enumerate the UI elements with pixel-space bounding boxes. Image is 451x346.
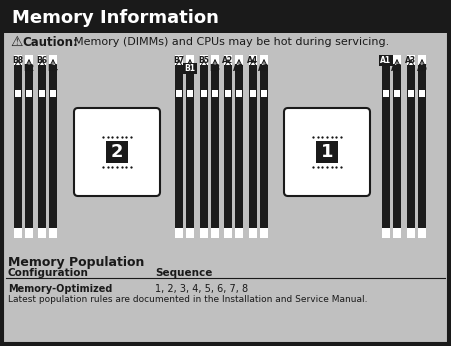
Text: B2: B2 [23,64,34,73]
Bar [49,55,57,65]
Bar [418,228,426,238]
Text: Memory (DIMMs) and CPUs may be hot during servicing.: Memory (DIMMs) and CPUs may be hot durin… [74,37,389,47]
Bar [14,55,22,65]
Bar [25,55,33,65]
Bar [419,90,425,97]
Text: A8: A8 [233,64,244,73]
Bar [38,55,46,65]
Bar [260,55,268,65]
Bar [235,55,243,65]
Bar [187,90,193,97]
Bar [201,90,207,97]
Bar [418,55,426,65]
Bar [250,90,256,97]
Text: B7: B7 [174,56,184,65]
Bar [393,55,401,65]
Bar [49,65,57,228]
Bar [15,90,21,97]
Bar [224,65,232,228]
Text: Memory-Optimized: Memory-Optimized [8,284,112,294]
Bar [235,65,243,228]
Text: Memory Population: Memory Population [8,256,144,269]
Bar [175,228,183,238]
Bar [393,65,401,228]
Bar [200,55,208,65]
Bar [260,228,268,238]
Bar [394,90,400,97]
Bar [186,228,194,238]
Bar [235,228,243,238]
Bar [38,65,46,228]
Bar [249,65,257,228]
Text: A4: A4 [248,56,258,65]
Bar [393,228,401,238]
FancyBboxPatch shape [74,108,160,196]
Bar [407,65,415,228]
Text: A6: A6 [258,64,270,73]
Bar [408,90,414,97]
Text: Configuration: Configuration [8,268,89,278]
Bar [106,141,128,163]
Bar [224,55,232,65]
Bar [407,228,415,238]
Bar [3,3,448,33]
Bar [26,90,32,97]
FancyBboxPatch shape [284,108,370,196]
Text: 1: 1 [321,143,333,161]
Bar [212,90,218,97]
Text: Sequence: Sequence [155,268,212,278]
Bar [25,65,33,228]
Bar [316,141,338,163]
Bar [382,228,390,238]
Bar [224,228,232,238]
Text: A3: A3 [405,56,417,65]
Bar [200,65,208,228]
Bar [49,228,57,238]
Bar [39,90,45,97]
Bar [383,90,389,97]
Bar [14,228,22,238]
Bar [260,65,268,228]
Text: 2: 2 [111,143,123,161]
Bar [14,65,22,228]
Text: A2: A2 [222,56,234,65]
Text: B8: B8 [13,56,23,65]
Bar [249,228,257,238]
Bar [211,228,219,238]
Text: B6: B6 [37,56,47,65]
Text: A1: A1 [381,56,391,65]
Bar [211,65,219,228]
Bar [418,65,426,228]
Text: B4: B4 [47,64,59,73]
Bar [225,90,231,97]
Bar [382,55,390,65]
Bar [261,90,267,97]
Bar [249,55,257,65]
Bar [175,55,183,65]
Text: A5: A5 [417,64,428,73]
Bar [186,65,194,228]
Bar [382,65,390,228]
Bar [50,90,56,97]
Text: B1: B1 [184,64,195,73]
Bar [175,65,183,228]
Bar [200,228,208,238]
Text: Memory Information: Memory Information [12,9,219,27]
Text: ⚠: ⚠ [10,35,23,49]
Bar [211,55,219,65]
Bar [236,90,242,97]
Bar [38,228,46,238]
Bar [25,228,33,238]
Text: B3: B3 [210,64,221,73]
Bar [407,55,415,65]
Bar [186,55,194,65]
Text: Caution:: Caution: [22,36,78,48]
Text: 1, 2, 3, 4, 5, 6, 7, 8: 1, 2, 3, 4, 5, 6, 7, 8 [155,284,248,294]
Text: Latest population rules are documented in the Installation and Service Manual.: Latest population rules are documented i… [8,295,368,304]
Text: A7: A7 [391,64,403,73]
Bar [176,90,182,97]
Text: B5: B5 [198,56,209,65]
